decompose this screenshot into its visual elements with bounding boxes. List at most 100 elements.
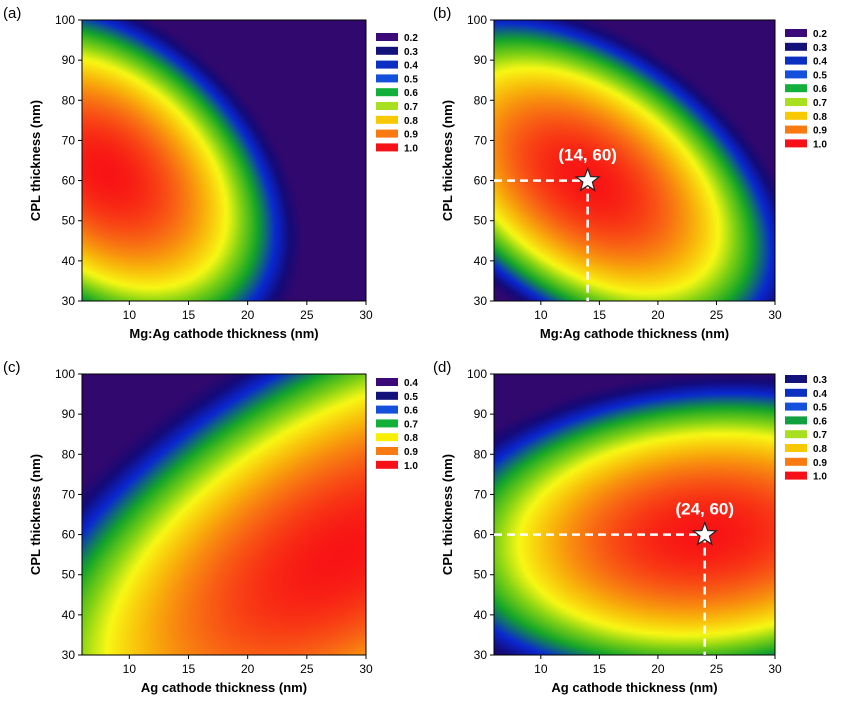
legend-swatch — [376, 102, 398, 110]
legend-label: 1.0 — [404, 143, 418, 154]
x-tick-label: 10 — [534, 662, 548, 676]
y-tick-label: 40 — [62, 254, 76, 268]
legend-swatch — [785, 98, 807, 106]
plot-frame — [493, 19, 776, 302]
x-axis-title: Ag cathode thickness (nm) — [551, 680, 717, 695]
x-tick-label: 30 — [768, 308, 782, 322]
y-tick-label: 90 — [474, 407, 488, 421]
y-tick-label: 80 — [474, 93, 488, 107]
legend-label: 0.9 — [813, 458, 827, 469]
y-tick-label: 60 — [62, 528, 76, 542]
x-tick-label: 15 — [182, 662, 196, 676]
y-tick-label: 70 — [62, 487, 76, 501]
x-tick-label: 30 — [768, 662, 782, 676]
legend-label: 0.3 — [404, 47, 418, 58]
plot-frame — [81, 19, 367, 302]
panel-label: (d) — [433, 359, 451, 376]
y-tick-label: 50 — [474, 568, 488, 582]
x-tick-label: 20 — [651, 662, 665, 676]
y-axis-title: CPL thickness (nm) — [28, 454, 43, 575]
legend-label: 0.7 — [404, 419, 418, 430]
x-tick-label: 10 — [123, 662, 137, 676]
y-tick-label: 50 — [62, 568, 76, 582]
y-tick-label: 40 — [62, 608, 76, 622]
panel-label: (c) — [3, 359, 21, 376]
panel-label: (b) — [433, 5, 451, 22]
plot-frame — [81, 373, 367, 656]
x-tick-label: 25 — [300, 662, 314, 676]
x-axis-title: Ag cathode thickness (nm) — [141, 680, 307, 695]
legend-label: 0.7 — [404, 102, 418, 113]
y-tick-label: 80 — [474, 447, 488, 461]
legend-label: 0.4 — [404, 61, 418, 72]
legend-label: 0.6 — [813, 84, 827, 95]
legend-label: 1.0 — [404, 461, 418, 472]
legend-swatch — [785, 139, 807, 148]
legend-label: 0.3 — [813, 375, 827, 386]
chart-panel: (a) 10 15 20 25 30 30 40 50 60 70 80 90 100 Mg:Ag cath… — [3, 5, 418, 341]
legend-label: 0.9 — [404, 447, 418, 458]
legend-label: 0.4 — [404, 378, 418, 389]
legend-swatch — [376, 33, 398, 41]
y-tick-label: 70 — [474, 487, 488, 501]
legend-swatch — [376, 46, 398, 55]
y-tick-label: 50 — [474, 214, 488, 228]
x-tick-label: 20 — [241, 308, 255, 322]
x-tick-label: 15 — [593, 662, 607, 676]
y-tick-label: 80 — [62, 447, 76, 461]
legend-label: 0.2 — [813, 29, 827, 40]
legend-swatch — [376, 391, 398, 400]
legend-swatch — [785, 388, 807, 397]
legend-swatch — [785, 56, 807, 65]
y-tick-label: 100 — [55, 13, 75, 27]
x-axis-title: Mg:Ag cathode thickness (nm) — [129, 326, 318, 341]
legend-label: 0.7 — [813, 98, 827, 109]
legend-label: 0.8 — [813, 444, 827, 455]
panel-label: (a) — [3, 5, 21, 22]
y-tick-label: 100 — [467, 367, 487, 381]
x-tick-label: 25 — [710, 308, 724, 322]
y-tick-label: 30 — [62, 648, 76, 662]
legend-swatch — [376, 378, 398, 386]
x-tick-label: 20 — [651, 308, 665, 322]
y-tick-label: 70 — [474, 133, 488, 147]
star-icon — [691, 520, 718, 546]
legend-label: 0.5 — [813, 403, 827, 414]
legend-label: 1.0 — [813, 139, 827, 150]
legend-swatch — [376, 60, 398, 69]
y-tick-label: 60 — [474, 528, 488, 542]
legend-swatch — [376, 460, 398, 469]
chart-panel: (b) 10 15 20 25 30 30 40 50 60 70 80 90 100 Mg:Ag cath… — [433, 5, 827, 341]
chart-panel: (c) 10 15 20 25 30 30 40 50 60 70 80 90 100 Ag cathode… — [3, 359, 418, 695]
x-tick-label: 30 — [359, 662, 373, 676]
y-axis-title: CPL thickness (nm) — [28, 100, 43, 221]
legend-label: 0.5 — [404, 74, 418, 85]
legend-label: 0.7 — [813, 430, 827, 441]
y-tick-label: 80 — [62, 93, 76, 107]
legend: 0.2 0.3 0.4 0.5 0.6 0.7 0.8 0.9 1.0 — [376, 33, 418, 154]
x-tick-label: 10 — [534, 308, 548, 322]
legend-swatch — [376, 447, 398, 455]
y-tick-label: 30 — [474, 648, 488, 662]
y-tick-label: 30 — [474, 294, 488, 308]
y-tick-label: 70 — [62, 133, 76, 147]
x-tick-label: 15 — [593, 308, 607, 322]
legend-swatch — [376, 74, 398, 83]
legend-swatch — [376, 419, 398, 428]
legend-label: 0.5 — [813, 70, 827, 81]
legend-swatch — [785, 42, 807, 51]
legend-label: 0.6 — [404, 406, 418, 417]
x-tick-label: 25 — [300, 308, 314, 322]
plot-frame — [493, 373, 776, 656]
y-tick-label: 60 — [474, 174, 488, 188]
legend: 0.4 0.5 0.6 0.7 0.8 0.9 1.0 — [376, 378, 418, 472]
x-tick-label: 15 — [182, 308, 196, 322]
legend-label: 0.8 — [813, 112, 827, 123]
x-axis-title: Mg:Ag cathode thickness (nm) — [540, 326, 729, 341]
y-tick-label: 40 — [474, 608, 488, 622]
y-tick-label: 30 — [62, 294, 76, 308]
legend-swatch — [785, 125, 807, 134]
legend-label: 0.6 — [404, 88, 418, 99]
star-icon — [574, 166, 601, 192]
y-tick-label: 90 — [474, 53, 488, 67]
